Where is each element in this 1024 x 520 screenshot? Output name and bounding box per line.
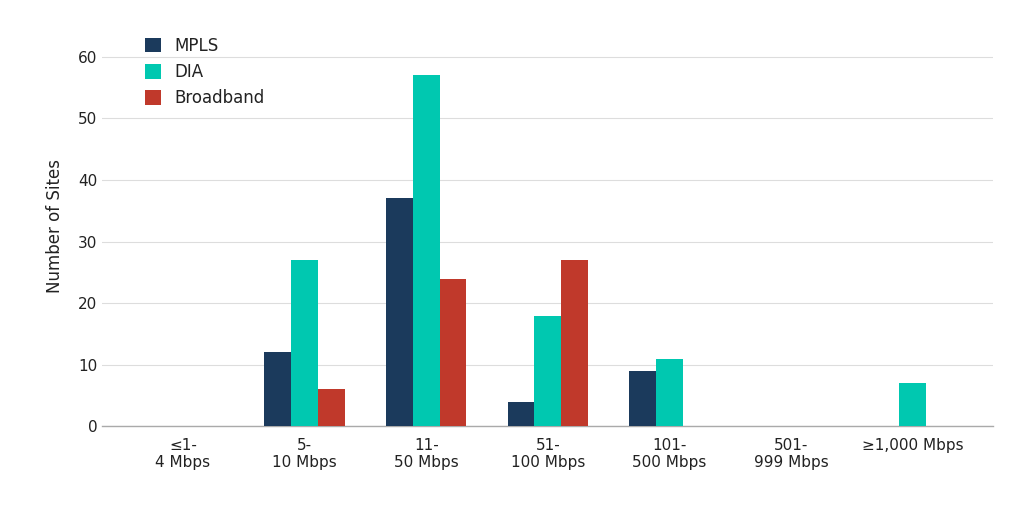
Bar xyxy=(264,353,291,426)
Y-axis label: Number of Sites: Number of Sites xyxy=(46,159,65,293)
Bar xyxy=(386,199,413,426)
Bar xyxy=(899,383,926,426)
Bar xyxy=(318,389,345,426)
Bar xyxy=(439,279,466,426)
Bar xyxy=(630,371,656,426)
Bar xyxy=(508,402,535,426)
Bar xyxy=(291,260,318,426)
Bar xyxy=(561,260,588,426)
Bar xyxy=(535,316,561,426)
Legend: MPLS, DIA, Broadband: MPLS, DIA, Broadband xyxy=(138,30,271,114)
Bar xyxy=(413,75,439,426)
Bar xyxy=(656,359,683,426)
